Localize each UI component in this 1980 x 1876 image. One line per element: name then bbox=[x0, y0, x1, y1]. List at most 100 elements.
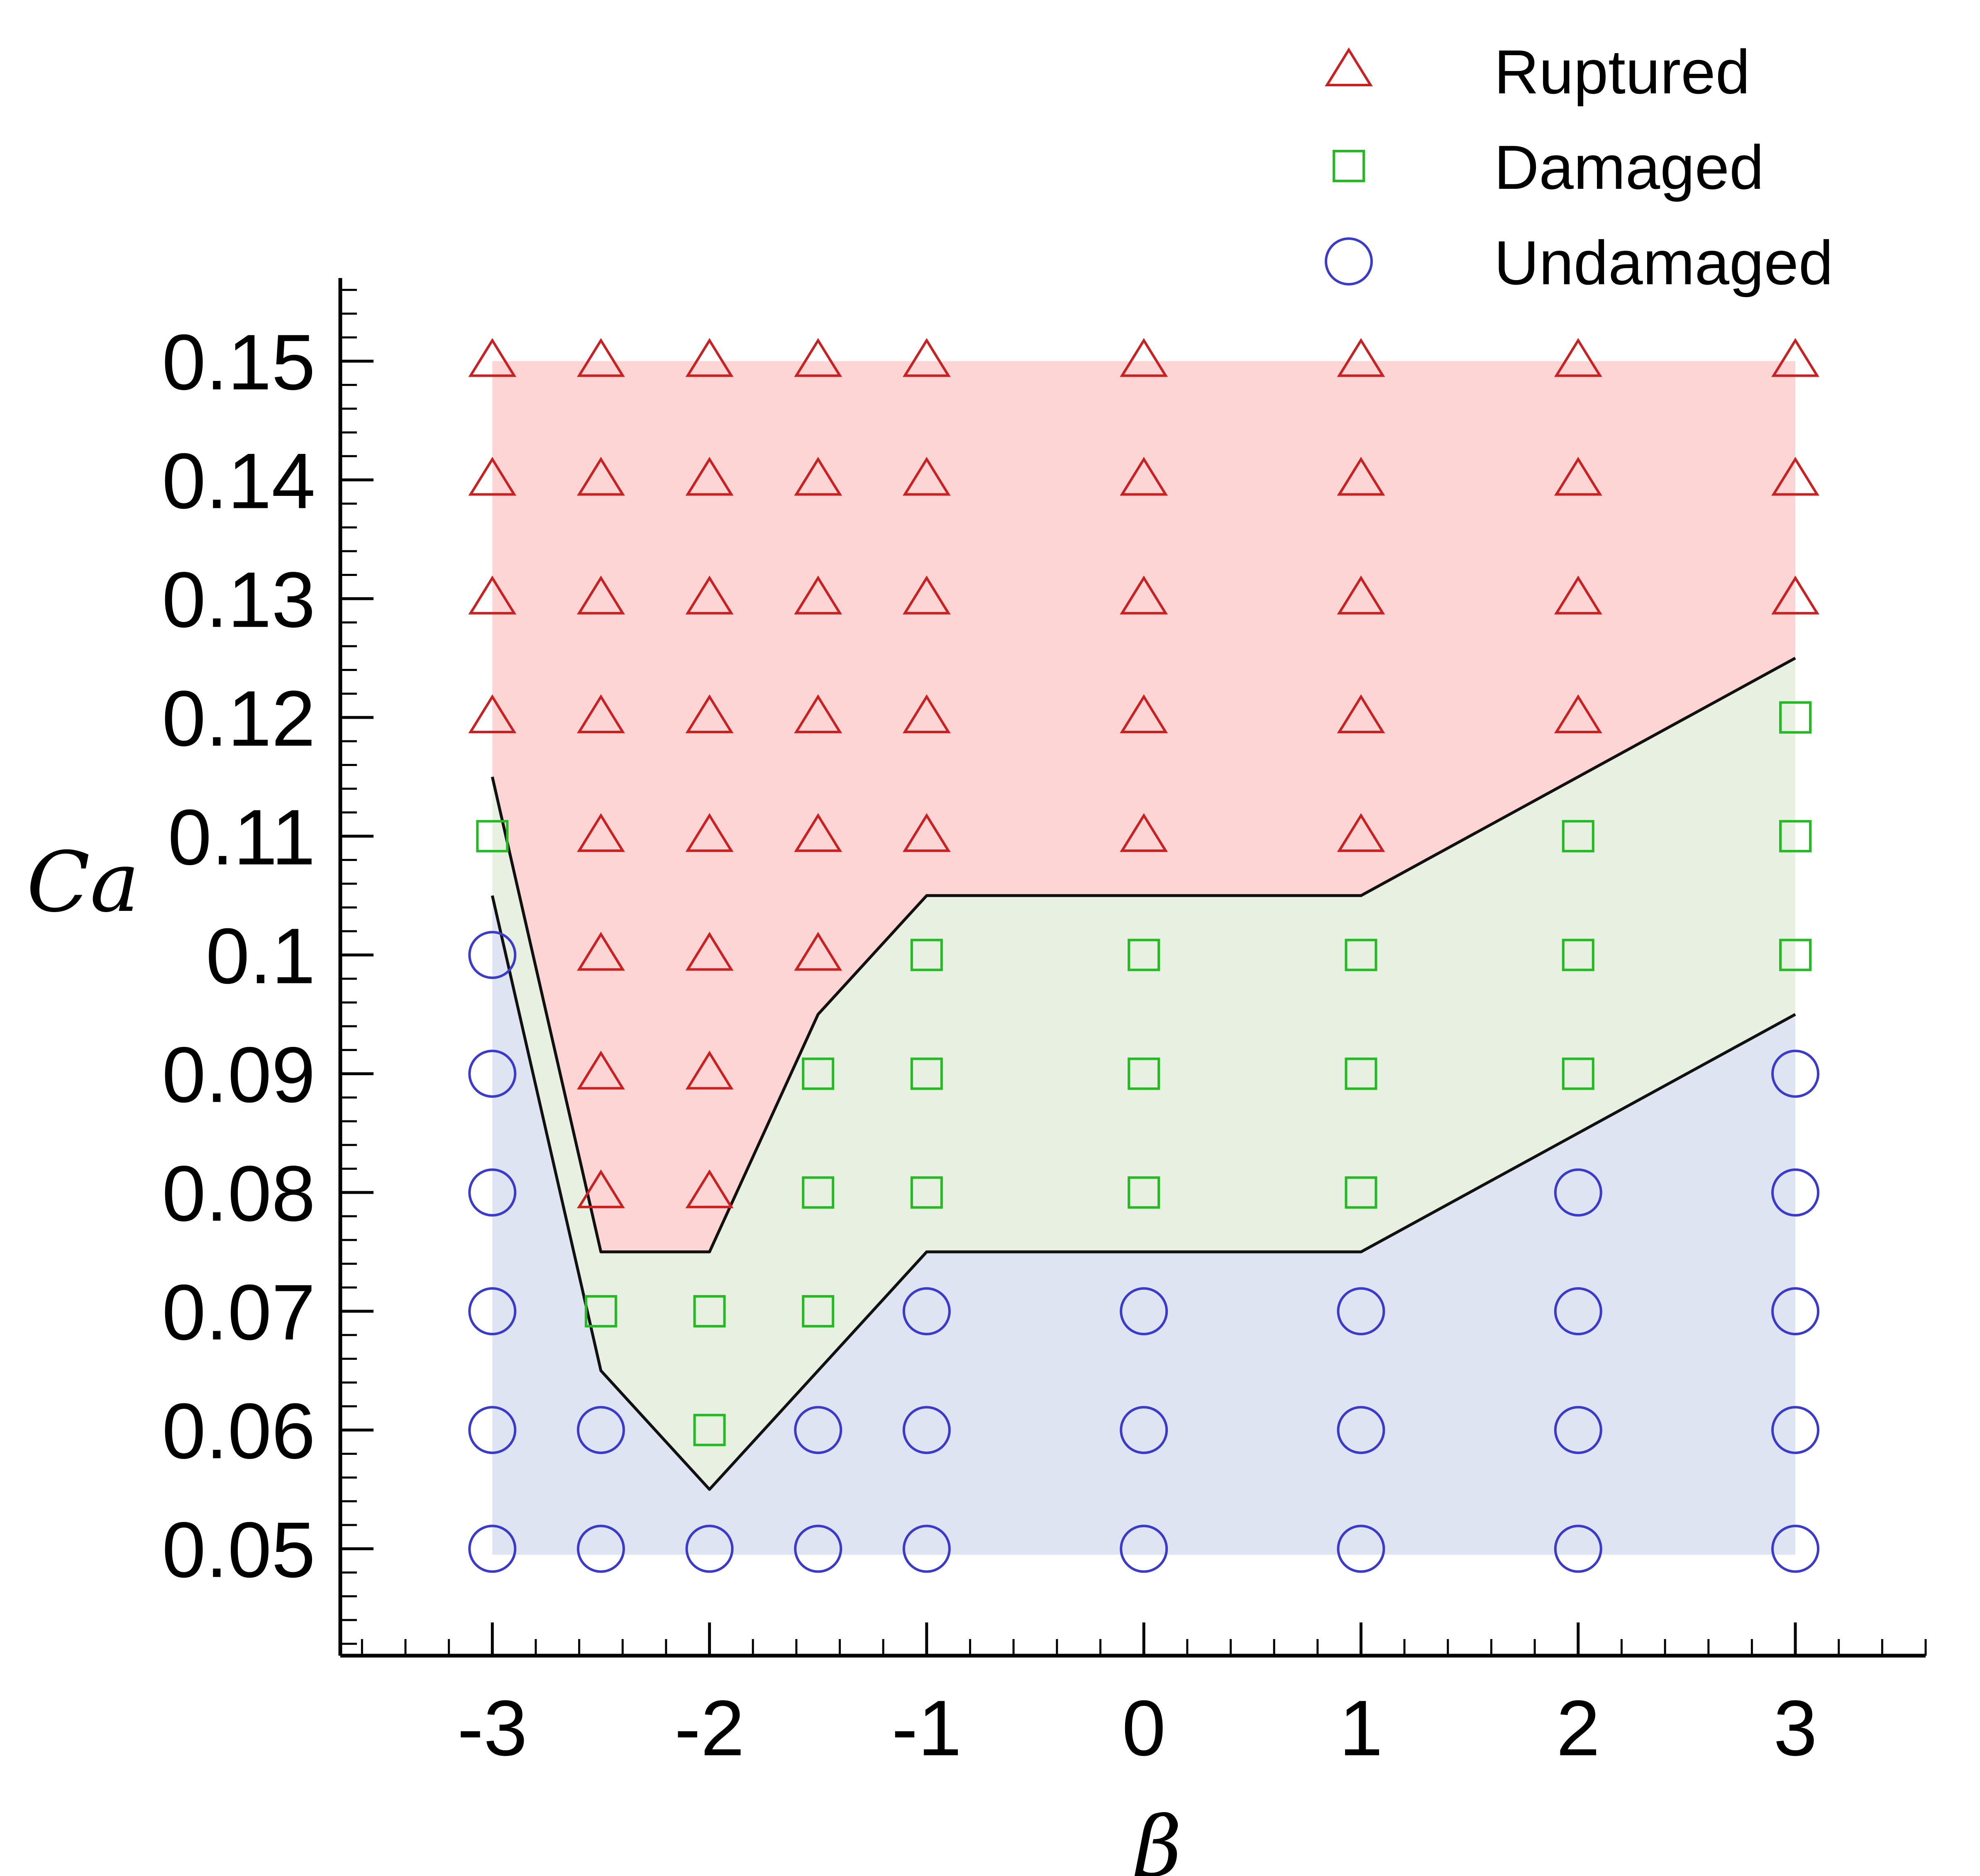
damaged-point bbox=[802, 1295, 835, 1327]
series-undamaged bbox=[468, 931, 1820, 1573]
ruptured-point bbox=[685, 932, 734, 971]
ruptured-point bbox=[685, 813, 734, 852]
undamaged-point bbox=[468, 1525, 517, 1573]
damage-boundary bbox=[491, 895, 1796, 1491]
x-tick-label: 3 bbox=[1773, 1684, 1817, 1772]
damaged-point bbox=[1128, 939, 1160, 971]
legend-undamaged-marker bbox=[1325, 237, 1373, 285]
damaged-point bbox=[1562, 820, 1594, 853]
y-tick-label: 0.09 bbox=[162, 1031, 315, 1119]
undamaged-point bbox=[1771, 1287, 1820, 1335]
x-tick-label: -2 bbox=[674, 1684, 745, 1772]
ruptured-point bbox=[1554, 694, 1602, 733]
undamaged-point bbox=[1771, 1049, 1820, 1098]
y-axis-title: Ca bbox=[27, 834, 139, 931]
ruptured-region bbox=[492, 361, 1795, 1252]
points-layer bbox=[468, 338, 1820, 1573]
ruptured-point bbox=[577, 338, 625, 377]
ruptured-point bbox=[685, 694, 734, 733]
ruptured-point bbox=[468, 456, 517, 496]
undamaged-point bbox=[1337, 1287, 1385, 1335]
ruptured-point bbox=[577, 576, 625, 615]
damaged-point bbox=[910, 1057, 943, 1090]
y-tick-label: 0.1 bbox=[206, 912, 315, 1000]
y-tick-label: 0.06 bbox=[162, 1387, 315, 1475]
legend-entry-undamaged: Undamaged bbox=[1325, 228, 1833, 298]
ruptured-point bbox=[794, 576, 842, 615]
ruptured-point bbox=[577, 1169, 625, 1208]
undamaged-point bbox=[468, 1049, 517, 1098]
legend: Ruptured Damaged Undamaged bbox=[1325, 37, 1833, 298]
ruptured-point bbox=[1337, 576, 1385, 615]
ruptured-point bbox=[902, 576, 951, 615]
ruptured-point bbox=[794, 338, 842, 377]
ruptured-point bbox=[468, 694, 517, 733]
ruptured-point bbox=[1337, 456, 1385, 496]
ruptured-point bbox=[1120, 576, 1168, 615]
damaged-point bbox=[1779, 939, 1812, 971]
undamaged-point bbox=[902, 1525, 951, 1573]
y-tick-label: 0.07 bbox=[162, 1269, 315, 1356]
y-tick-label: 0.08 bbox=[162, 1150, 315, 1238]
damaged-point bbox=[1562, 939, 1594, 971]
undamaged-point bbox=[1771, 1406, 1820, 1454]
undamaged-point bbox=[576, 1406, 625, 1454]
ruptured-point bbox=[577, 932, 625, 971]
damaged-point bbox=[1562, 1057, 1594, 1090]
ruptured-point bbox=[577, 694, 625, 733]
damaged-point bbox=[802, 1176, 835, 1209]
ruptured-point bbox=[902, 338, 951, 377]
boundaries-layer bbox=[491, 656, 1796, 1491]
x-tick-label: 0 bbox=[1122, 1684, 1166, 1772]
ruptured-point bbox=[1771, 338, 1819, 377]
rupture-boundary bbox=[491, 656, 1796, 1254]
ruptured-point bbox=[1120, 456, 1168, 496]
ruptured-point bbox=[1120, 694, 1168, 733]
undamaged-point bbox=[794, 1525, 842, 1573]
damaged-point bbox=[1128, 1176, 1160, 1209]
ruptured-point bbox=[685, 456, 734, 496]
undamaged-point bbox=[685, 1525, 734, 1573]
x-tick-label: 2 bbox=[1556, 1684, 1600, 1772]
undamaged-point bbox=[468, 931, 517, 979]
ruptured-point bbox=[1120, 338, 1168, 377]
ruptured-point bbox=[685, 576, 734, 615]
legend-ruptured-marker bbox=[1325, 47, 1373, 86]
ruptured-point bbox=[1337, 813, 1385, 852]
undamaged-point bbox=[1120, 1406, 1168, 1454]
ruptured-point bbox=[468, 576, 517, 615]
ruptured-point bbox=[1337, 694, 1385, 733]
ruptured-point bbox=[468, 338, 517, 377]
legend-entry-damaged: Damaged bbox=[1333, 132, 1764, 202]
ruptured-point bbox=[1554, 576, 1602, 615]
ruptured-point bbox=[1554, 338, 1602, 377]
ruptured-point bbox=[1554, 456, 1602, 496]
y-tick-label: 0.13 bbox=[162, 556, 315, 644]
legend-label: Damaged bbox=[1494, 132, 1764, 202]
undamaged-point bbox=[1554, 1287, 1602, 1335]
x-tick-label: -1 bbox=[891, 1684, 962, 1772]
undamaged-point bbox=[794, 1406, 842, 1454]
axes-layer: -3 -2 -1 0 1 2 3 0.05 0.06 0.07 0.08 0.09 0.1 0.11 0.1… bbox=[27, 278, 1927, 1876]
undamaged-point bbox=[1771, 1525, 1820, 1573]
y-tick-label: 0.12 bbox=[162, 675, 315, 763]
ruptured-point bbox=[577, 456, 625, 496]
damaged-point bbox=[802, 1057, 835, 1090]
legend-label: Ruptured bbox=[1494, 37, 1750, 107]
undamaged-point bbox=[1554, 1406, 1602, 1454]
damaged-point bbox=[476, 820, 509, 853]
ruptured-point bbox=[1771, 576, 1819, 615]
series-damaged bbox=[476, 701, 1812, 1447]
undamaged-point bbox=[1337, 1406, 1385, 1454]
undamaged-point bbox=[902, 1406, 951, 1454]
legend-entry-ruptured: Ruptured bbox=[1325, 37, 1750, 107]
damaged-region bbox=[492, 658, 1795, 1490]
y-tick-label: 0.14 bbox=[162, 437, 315, 525]
ruptured-point bbox=[794, 694, 842, 733]
x-tick-label: -3 bbox=[457, 1684, 527, 1772]
damaged-point bbox=[1345, 1176, 1377, 1209]
undamaged-point bbox=[1120, 1525, 1168, 1573]
undamaged-point bbox=[1120, 1287, 1168, 1335]
damaged-point bbox=[1128, 1057, 1160, 1090]
